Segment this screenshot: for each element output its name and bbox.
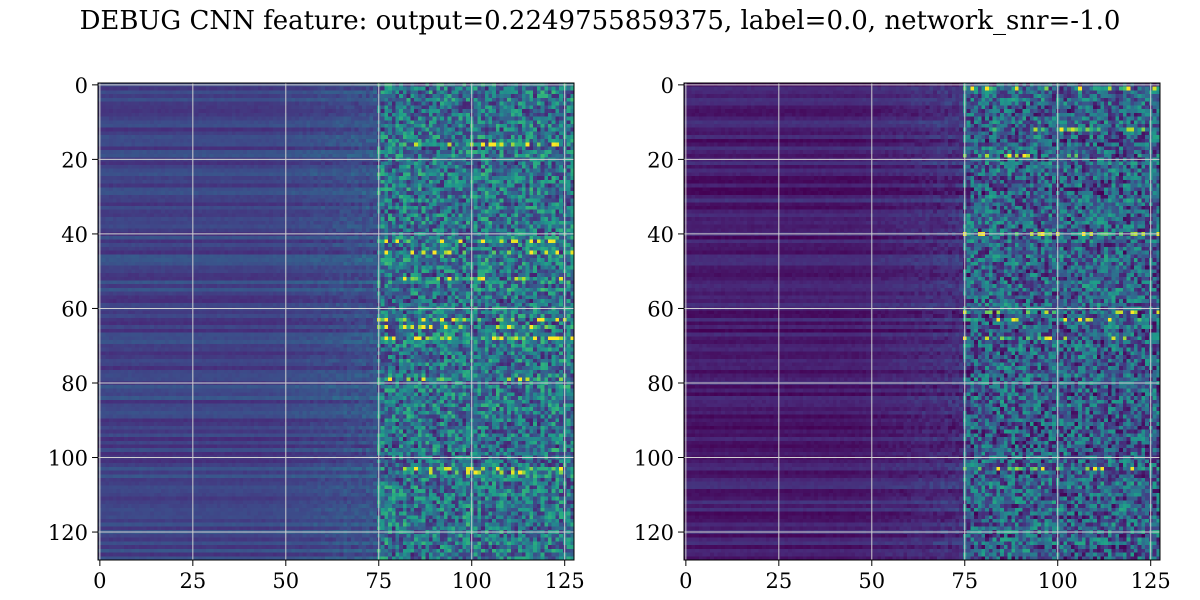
y-tick-label: 100 (634, 447, 674, 471)
axes-frame (683, 82, 1161, 561)
y-tick-label: 40 (647, 223, 674, 247)
axes-frame (97, 82, 575, 561)
heatmap-panel-left: 0 25 50 75 100 125 0 20 40 60 80 100 120 (48, 74, 585, 593)
y-tick-label: 60 (647, 297, 674, 321)
x-tick-label: 100 (452, 569, 492, 593)
x-tick-label: 125 (545, 569, 585, 593)
x-tick-label: 25 (765, 569, 792, 593)
heatmap-panel-right: 0 25 50 75 100 125 0 20 40 60 80 100 120 (634, 74, 1171, 593)
x-tick-label: 0 (679, 569, 692, 593)
y-tick-label: 20 (61, 148, 88, 172)
y-tick-label: 80 (61, 372, 88, 396)
y-tick-label: 60 (61, 297, 88, 321)
x-tick-label: 0 (93, 569, 106, 593)
x-tick-label: 25 (179, 569, 206, 593)
y-tick-label: 20 (647, 148, 674, 172)
y-tick-label: 80 (647, 372, 674, 396)
x-tick-label: 75 (365, 569, 392, 593)
y-tick-label: 120 (634, 521, 674, 545)
heatmap-image (684, 83, 1160, 560)
x-tick-label: 50 (858, 569, 885, 593)
x-tick-label: 75 (951, 569, 978, 593)
x-tick-label: 50 (272, 569, 299, 593)
y-tick-label: 100 (48, 447, 88, 471)
figure-title: DEBUG CNN feature: output=0.224975585937… (79, 6, 1121, 36)
x-tick-label: 125 (1131, 569, 1171, 593)
y-tick-label: 0 (75, 74, 88, 98)
y-tick-label: 40 (61, 223, 88, 247)
y-tick-label: 120 (48, 521, 88, 545)
x-tick-label: 100 (1038, 569, 1078, 593)
y-tick-label: 0 (661, 74, 674, 98)
heatmap-image (98, 83, 574, 560)
